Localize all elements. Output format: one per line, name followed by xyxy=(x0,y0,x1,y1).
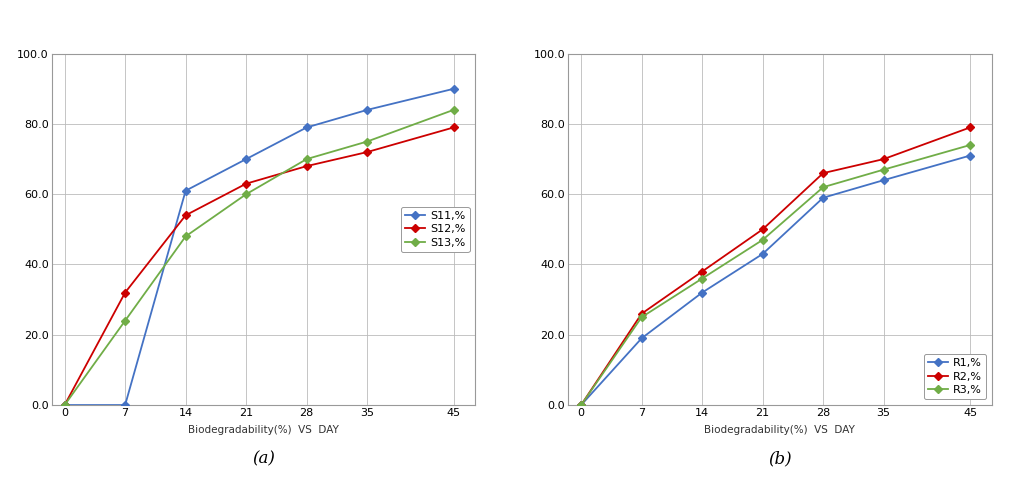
Legend: S11,%, S12,%, S13,%: S11,%, S12,%, S13,% xyxy=(401,206,470,252)
R2,% xyxy=(696,268,709,274)
Legend: R1,%, R2,%, R3,%: R1,%, R2,%, R3,% xyxy=(924,354,987,400)
R1,% xyxy=(964,153,976,159)
R3,% xyxy=(964,142,976,148)
Line: R1,%: R1,% xyxy=(578,153,973,408)
Line: S11,%: S11,% xyxy=(62,86,457,408)
S13,% xyxy=(361,139,373,144)
S11,% xyxy=(240,156,252,162)
R3,% xyxy=(756,237,769,243)
R3,% xyxy=(877,167,889,173)
R2,% xyxy=(817,170,829,176)
S12,% xyxy=(240,181,252,186)
S13,% xyxy=(59,402,71,408)
R1,% xyxy=(696,290,709,296)
R3,% xyxy=(575,402,588,408)
R1,% xyxy=(877,177,889,183)
S12,% xyxy=(180,212,192,218)
Line: R3,%: R3,% xyxy=(578,142,973,408)
S12,% xyxy=(361,149,373,155)
S12,% xyxy=(119,290,131,296)
R1,% xyxy=(635,335,648,341)
S11,% xyxy=(361,107,373,113)
R3,% xyxy=(696,276,709,282)
X-axis label: Biodegradability(%)  VS  DAY: Biodegradability(%) VS DAY xyxy=(705,425,855,435)
R2,% xyxy=(964,124,976,130)
R1,% xyxy=(756,251,769,257)
S12,% xyxy=(447,124,460,130)
R2,% xyxy=(877,156,889,162)
Line: R2,%: R2,% xyxy=(578,125,973,408)
Line: S12,%: S12,% xyxy=(62,125,457,408)
S11,% xyxy=(301,124,313,130)
S11,% xyxy=(59,402,71,408)
S13,% xyxy=(240,191,252,197)
S11,% xyxy=(447,86,460,92)
Text: (b): (b) xyxy=(769,450,791,467)
R1,% xyxy=(575,402,588,408)
R2,% xyxy=(756,226,769,232)
S11,% xyxy=(180,188,192,194)
S13,% xyxy=(301,156,313,162)
Text: (a): (a) xyxy=(252,450,275,467)
R2,% xyxy=(575,402,588,408)
R3,% xyxy=(817,184,829,190)
R3,% xyxy=(635,314,648,320)
S11,% xyxy=(119,402,131,408)
R1,% xyxy=(817,195,829,201)
X-axis label: Biodegradability(%)  VS  DAY: Biodegradability(%) VS DAY xyxy=(188,425,339,435)
S13,% xyxy=(447,107,460,113)
Line: S13,%: S13,% xyxy=(62,107,457,408)
S13,% xyxy=(180,233,192,239)
R2,% xyxy=(635,311,648,317)
S12,% xyxy=(59,402,71,408)
S13,% xyxy=(119,318,131,324)
S12,% xyxy=(301,163,313,169)
